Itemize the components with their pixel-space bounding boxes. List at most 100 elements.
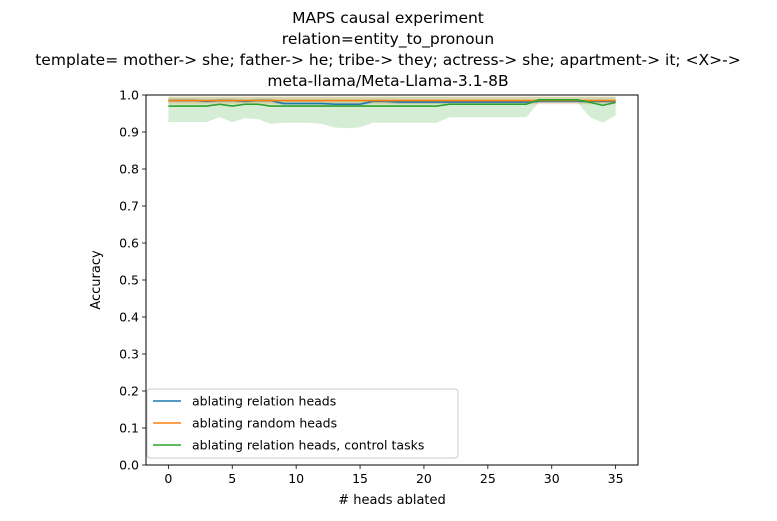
- data-point-control-tasks: [487, 104, 488, 105]
- data-point-control-tasks: [436, 106, 437, 107]
- data-point-control-tasks: [283, 106, 284, 107]
- data-point-control-tasks: [168, 106, 169, 107]
- data-point-relation-heads: [321, 103, 322, 104]
- data-point-control-tasks: [296, 106, 297, 107]
- data-point-random-heads: [270, 100, 271, 101]
- data-point-random-heads: [513, 100, 514, 101]
- data-point-random-heads: [244, 100, 245, 101]
- data-point-control-tasks: [551, 99, 552, 100]
- data-point-relation-heads: [347, 104, 348, 105]
- data-point-control-tasks: [615, 102, 616, 103]
- data-point-random-heads: [487, 100, 488, 101]
- data-point-relation-heads: [359, 104, 360, 105]
- data-point-control-tasks: [577, 99, 578, 100]
- data-point-random-heads: [436, 100, 437, 101]
- data-point-control-tasks: [181, 106, 182, 107]
- y-tick-label: 0.0: [119, 458, 139, 473]
- data-point-relation-heads: [308, 103, 309, 104]
- legend-label-relation-heads: ablating relation heads: [192, 394, 336, 409]
- title-line-2: relation=entity_to_pronoun: [282, 30, 494, 49]
- y-tick-label: 0.8: [119, 162, 139, 177]
- x-tick-label: 5: [228, 471, 236, 486]
- data-point-control-tasks: [257, 104, 258, 105]
- title-line-3: template= mother-> she; father-> he; tri…: [35, 51, 741, 69]
- data-point-control-tasks: [500, 104, 501, 105]
- data-point-control-tasks: [564, 99, 565, 100]
- data-point-random-heads: [206, 100, 207, 101]
- legend-label-random-heads: ablating random heads: [192, 416, 337, 431]
- data-point-control-tasks: [321, 106, 322, 107]
- data-point-random-heads: [359, 100, 360, 101]
- data-point-random-heads: [296, 100, 297, 101]
- data-point-relation-heads: [513, 101, 514, 102]
- y-tick-label: 1.0: [119, 88, 139, 103]
- data-point-control-tasks: [372, 106, 373, 107]
- data-point-random-heads: [347, 100, 348, 101]
- series-line-control-tasks: [168, 99, 616, 107]
- data-point-relation-heads: [398, 101, 399, 102]
- data-point-control-tasks: [398, 106, 399, 107]
- x-axis-label: # heads ablated: [338, 493, 446, 508]
- title-line-1: MAPS causal experiment: [292, 9, 484, 27]
- data-point-random-heads: [474, 100, 475, 101]
- data-point-relation-heads: [500, 101, 501, 102]
- x-tick-label: 0: [164, 471, 172, 486]
- y-axis-label: Accuracy: [89, 250, 104, 310]
- x-tick-label: 25: [480, 471, 496, 486]
- data-point-random-heads: [321, 100, 322, 101]
- data-point-relation-heads: [423, 101, 424, 102]
- data-point-control-tasks: [270, 106, 271, 107]
- data-point-relation-heads: [474, 101, 475, 102]
- data-point-random-heads: [602, 100, 603, 101]
- data-point-control-tasks: [385, 106, 386, 107]
- data-point-random-heads: [398, 100, 399, 101]
- data-point-random-heads: [589, 100, 590, 101]
- data-point-control-tasks: [462, 104, 463, 105]
- data-point-relation-heads: [462, 101, 463, 102]
- data-point-random-heads: [500, 100, 501, 101]
- x-axis-ticks: 0 5 10 15 20 25 30 35: [164, 465, 624, 486]
- data-point-relation-heads: [334, 104, 335, 105]
- data-point-random-heads: [334, 100, 335, 101]
- data-point-control-tasks: [193, 106, 194, 107]
- y-tick-label: 0.6: [119, 236, 139, 251]
- data-point-control-tasks: [423, 106, 424, 107]
- data-point-control-tasks: [206, 106, 207, 107]
- y-tick-label: 0.1: [119, 421, 139, 436]
- legend-frame: [146, 388, 459, 459]
- data-point-relation-heads: [487, 101, 488, 102]
- data-point-control-tasks: [474, 104, 475, 105]
- y-tick-label: 0.2: [119, 384, 139, 399]
- data-point-control-tasks: [513, 104, 514, 105]
- x-tick-label: 35: [608, 471, 624, 486]
- data-point-relation-heads: [283, 103, 284, 104]
- data-point-control-tasks: [308, 106, 309, 107]
- data-point-control-tasks: [589, 102, 590, 103]
- data-point-relation-heads: [526, 101, 527, 102]
- data-point-random-heads: [232, 100, 233, 101]
- data-point-random-heads: [423, 100, 424, 101]
- y-tick-label: 0.3: [119, 347, 139, 362]
- data-point-random-heads: [385, 100, 386, 101]
- x-tick-label: 10: [288, 471, 304, 486]
- data-point-random-heads: [411, 100, 412, 101]
- legend-label-control-tasks: ablating relation heads, control tasks: [192, 438, 424, 453]
- data-point-control-tasks: [219, 104, 220, 105]
- y-tick-label: 0.5: [119, 273, 139, 288]
- data-point-control-tasks: [526, 104, 527, 105]
- data-point-control-tasks: [538, 99, 539, 100]
- data-point-control-tasks: [359, 106, 360, 107]
- data-point-control-tasks: [449, 104, 450, 105]
- data-point-control-tasks: [411, 106, 412, 107]
- data-point-random-heads: [219, 100, 220, 101]
- data-point-random-heads: [193, 100, 194, 101]
- legend: ablating relation heads ablating random …: [146, 388, 459, 459]
- data-point-random-heads: [462, 100, 463, 101]
- data-point-control-tasks: [244, 104, 245, 105]
- chart-title: MAPS causal experiment relation=entity_t…: [35, 9, 741, 90]
- data-point-relation-heads: [436, 101, 437, 102]
- data-point-random-heads: [372, 100, 373, 101]
- data-point-control-tasks: [347, 106, 348, 107]
